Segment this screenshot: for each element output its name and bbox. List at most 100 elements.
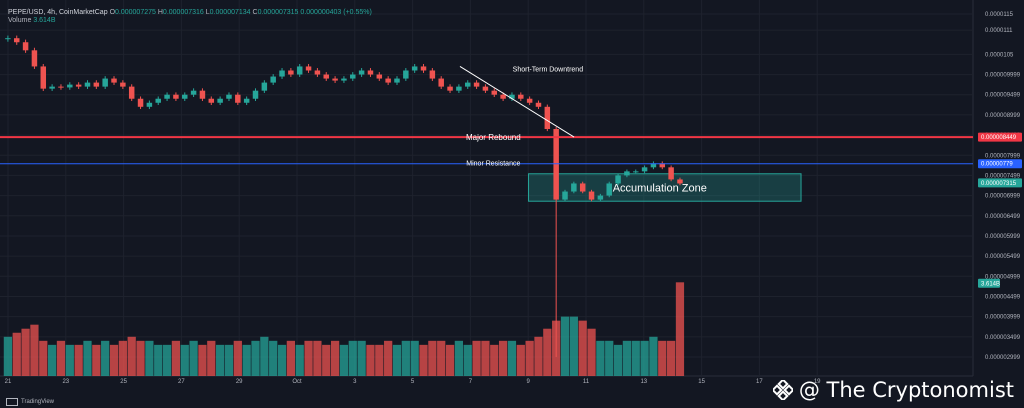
binance-icon bbox=[772, 380, 793, 400]
symbol-info: PEPE/USD, 4h, CoinMarketCap bbox=[8, 9, 108, 16]
volume-bars bbox=[3, 282, 685, 376]
candle-body bbox=[367, 70, 374, 75]
volume-bar bbox=[154, 344, 163, 376]
volume-bar bbox=[171, 340, 181, 376]
price-tick-label: 0.000009999 bbox=[985, 73, 1021, 79]
volume-bar bbox=[216, 344, 225, 376]
candle-body bbox=[102, 78, 108, 87]
major-price-badge-text: 0.000008449 bbox=[981, 135, 1017, 141]
volume-bar bbox=[109, 344, 119, 376]
candle-body bbox=[208, 98, 215, 103]
candle-body bbox=[173, 94, 179, 99]
candle-body bbox=[288, 70, 294, 75]
volume-bar bbox=[605, 340, 614, 376]
volume-bar bbox=[667, 340, 676, 376]
candle-body bbox=[305, 66, 312, 71]
volume-bar bbox=[74, 344, 83, 376]
volume-bar bbox=[136, 340, 145, 376]
date-tick-label: 21 bbox=[5, 379, 12, 385]
price-axis[interactable]: 0.0000115 0.0000111 0.0000105 0.000009999 0.… bbox=[985, 12, 1021, 361]
candle-body bbox=[120, 82, 126, 87]
volume-bar bbox=[180, 344, 189, 376]
candle-body bbox=[615, 175, 621, 184]
volume-bar bbox=[65, 344, 74, 376]
candle-body bbox=[217, 98, 223, 103]
date-tick-label: 25 bbox=[120, 379, 127, 385]
date-tick-label: 15 bbox=[698, 379, 705, 385]
volume-bar bbox=[224, 344, 234, 376]
volume-bar bbox=[375, 344, 384, 376]
price-tick-label: 0.0000111 bbox=[985, 28, 1013, 34]
price-tick-label: 0.000009499 bbox=[985, 93, 1021, 99]
volume-bar bbox=[233, 340, 242, 376]
minor-price-badge-text: 0.00000779 bbox=[981, 162, 1013, 168]
volume-bar bbox=[490, 344, 499, 376]
volume-bar bbox=[410, 340, 419, 376]
candle-body bbox=[199, 90, 206, 99]
candle-body bbox=[137, 98, 144, 107]
date-tick-label: 9 bbox=[527, 379, 531, 385]
candle-body bbox=[553, 128, 559, 200]
volume-bar bbox=[242, 344, 251, 376]
volume-bar bbox=[445, 344, 455, 376]
candle-body bbox=[358, 70, 365, 75]
date-axis[interactable]: 21 23 25 27 29 Oct 3 5 7 9 11 13 15 17 19 bbox=[5, 379, 822, 385]
volume-bar bbox=[640, 340, 649, 376]
candle-body bbox=[535, 102, 542, 107]
date-tick-label: 11 bbox=[583, 379, 590, 385]
tradingview-logo: TradingView bbox=[6, 398, 54, 406]
volume-bar bbox=[587, 328, 596, 376]
volume-bar bbox=[419, 344, 428, 376]
volume-bar bbox=[286, 340, 295, 376]
volume-bar bbox=[47, 344, 57, 376]
candle-body bbox=[243, 98, 250, 103]
candle-body bbox=[429, 70, 436, 79]
candle-body bbox=[385, 78, 391, 83]
candle-body bbox=[314, 70, 321, 75]
candle-body bbox=[518, 94, 524, 99]
candle-body bbox=[562, 191, 568, 200]
candle-body bbox=[14, 38, 20, 43]
date-tick-label: 5 bbox=[411, 379, 415, 385]
price-tick-label: 0.000005499 bbox=[985, 254, 1021, 260]
candle-body bbox=[403, 70, 409, 79]
last-price-badge-text: 0.000007315 bbox=[981, 181, 1017, 187]
candle-body bbox=[668, 167, 674, 180]
volume-bar bbox=[269, 340, 278, 376]
candle-body bbox=[58, 86, 64, 88]
candle-body bbox=[226, 94, 232, 99]
candle-body bbox=[650, 163, 657, 168]
candle-body bbox=[235, 94, 241, 103]
price-tick-label: 0.000007499 bbox=[985, 173, 1021, 179]
date-tick-label: 19 bbox=[814, 379, 821, 385]
date-tick-label: 3 bbox=[353, 379, 357, 385]
volume-bar bbox=[277, 344, 287, 376]
candle-body bbox=[571, 183, 577, 192]
volume-bar bbox=[525, 340, 534, 376]
candle-body bbox=[624, 171, 630, 176]
brand-text: @ The Cryptonomist bbox=[798, 378, 1014, 402]
candle-body bbox=[155, 98, 161, 103]
last-price-badge bbox=[978, 178, 1022, 188]
volume-bar bbox=[675, 282, 685, 376]
volume-bar bbox=[39, 340, 48, 376]
candle-body bbox=[270, 76, 276, 83]
candle-body bbox=[31, 50, 38, 67]
candle-body bbox=[588, 191, 595, 200]
candle-body bbox=[500, 94, 506, 99]
volume-bar bbox=[463, 344, 472, 376]
volume-bar bbox=[613, 344, 623, 376]
candle-body bbox=[279, 70, 285, 77]
volume-label: Volume bbox=[8, 17, 32, 24]
volume-bar bbox=[260, 336, 269, 376]
volume-bar bbox=[454, 340, 464, 376]
volume-bar bbox=[145, 340, 154, 376]
candle-body bbox=[296, 66, 303, 75]
candle-body bbox=[40, 66, 47, 89]
volume-bar bbox=[92, 344, 101, 376]
date-tick-label: 27 bbox=[178, 379, 185, 385]
low-label: L bbox=[205, 9, 210, 16]
